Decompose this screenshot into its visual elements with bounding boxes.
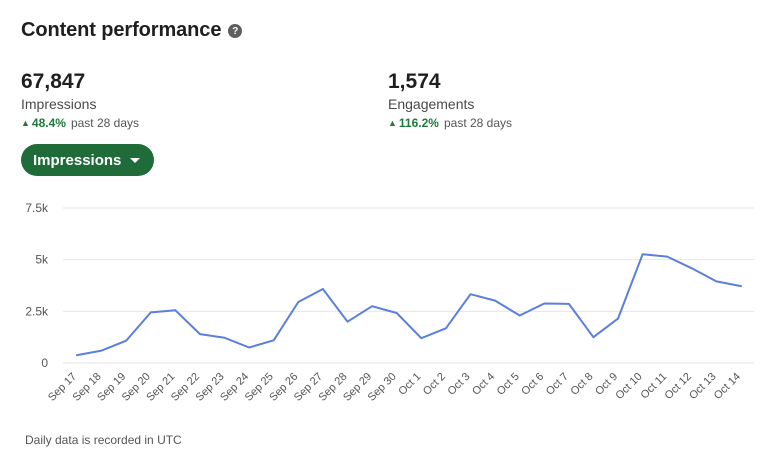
metric-dropdown-button[interactable]: Impressions — [21, 144, 155, 176]
data-point[interactable] — [491, 297, 499, 305]
header: Content performance ? — [21, 19, 243, 42]
x-tick-label: Oct 1 — [396, 371, 423, 398]
metric-change-percent: 116.2% — [398, 116, 439, 130]
x-tick-label: Oct 7 — [544, 371, 571, 398]
data-point[interactable] — [712, 277, 720, 285]
y-tick-label: 0 — [41, 356, 48, 370]
x-tick-label: Oct 14 — [712, 371, 743, 402]
data-point[interactable] — [737, 282, 745, 290]
data-point[interactable] — [639, 250, 647, 258]
data-point[interactable] — [122, 337, 130, 345]
data-point[interactable] — [466, 290, 474, 298]
data-point[interactable] — [565, 300, 573, 308]
data-point[interactable] — [221, 334, 229, 342]
x-tick-label: Oct 3 — [446, 371, 473, 398]
data-point[interactable] — [368, 302, 376, 310]
trend-up-icon: ▲ — [21, 118, 30, 128]
data-point[interactable] — [171, 306, 179, 314]
x-tick-label: Oct 10 — [613, 371, 644, 402]
metric-period: past 28 days — [70, 116, 139, 130]
data-point[interactable] — [688, 264, 696, 272]
data-point[interactable] — [417, 334, 425, 342]
metric-value: 1,574 — [388, 70, 441, 93]
x-tick-label: Oct 2 — [421, 371, 448, 398]
data-point[interactable] — [344, 318, 352, 326]
data-point[interactable] — [540, 299, 548, 307]
metric-label: Impressions — [21, 96, 97, 112]
metric-impressions: 67,847 Impressions ▲ 48.4% past 28 days — [21, 70, 139, 130]
x-tick-label: Oct 12 — [663, 371, 694, 402]
data-point[interactable] — [516, 311, 524, 319]
metric-change: ▲ 48.4% past 28 days — [21, 116, 139, 130]
series-line-impressions[interactable] — [76, 253, 742, 357]
data-point[interactable] — [442, 324, 450, 332]
metric-label: Engagements — [388, 96, 475, 112]
footnote: Daily data is recorded in UTC — [25, 433, 182, 447]
trend-up-icon: ▲ — [388, 118, 397, 128]
metric-period: past 28 days — [443, 116, 513, 130]
x-tick-label: Oct 13 — [687, 371, 718, 402]
caret-down-icon — [130, 158, 141, 163]
metric-engagements: 1,574 Engagements ▲ 116.2% past 28 days — [388, 70, 512, 130]
data-point[interactable] — [270, 336, 278, 344]
x-tick-label: Oct 6 — [519, 371, 546, 398]
page-title: Content performance — [21, 19, 222, 41]
y-tick-label: 2.5k — [25, 304, 49, 318]
data-point[interactable] — [245, 344, 253, 352]
x-tick-label: Oct 8 — [568, 371, 595, 398]
dropdown-label: Impressions — [33, 151, 122, 169]
metric-value: 67,847 — [21, 70, 86, 93]
data-point[interactable] — [614, 315, 622, 323]
metric-change-percent: 48.4% — [31, 116, 66, 130]
metric-change: ▲ 116.2% past 28 days — [388, 116, 512, 130]
data-point[interactable] — [73, 351, 81, 359]
data-point[interactable] — [393, 309, 401, 317]
data-point[interactable] — [319, 285, 327, 293]
data-point[interactable] — [294, 298, 302, 306]
data-point[interactable] — [98, 347, 106, 355]
data-point[interactable] — [147, 308, 155, 316]
x-tick-label: Oct 4 — [470, 371, 497, 398]
y-tick-label: 5k — [35, 253, 49, 267]
x-tick-label: Oct 5 — [495, 371, 522, 398]
data-point[interactable] — [663, 253, 671, 261]
data-point[interactable] — [196, 330, 204, 338]
data-point[interactable] — [589, 333, 597, 341]
help-icon[interactable]: ? — [228, 24, 243, 38]
y-tick-label: 7.5k — [25, 201, 49, 215]
